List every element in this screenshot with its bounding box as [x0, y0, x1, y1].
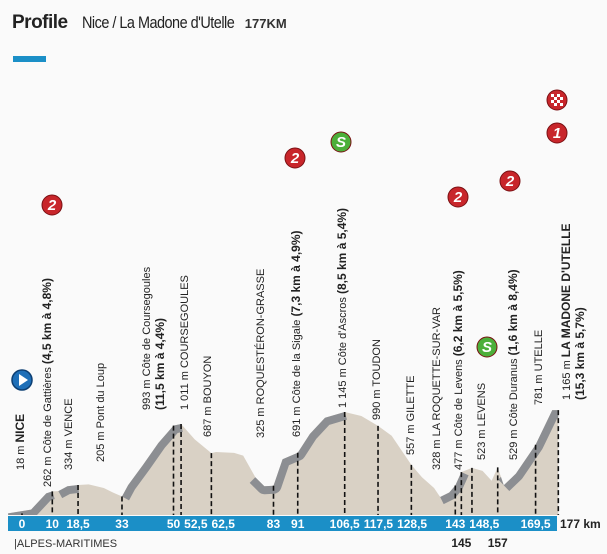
kom-category-1-icon-label: 1: [553, 125, 561, 142]
point-label-text: 334 m VENCE: [63, 398, 75, 470]
point-label: 325 m ROQUESTÉRON-GRASSE: [254, 269, 267, 438]
point-label-text: 477 m Côte de Levens: [453, 356, 465, 470]
point-label-bold: (6,2 km à 5,5%): [451, 270, 465, 356]
point-label: 557 m GILETTE: [405, 376, 417, 455]
checker-square: [551, 100, 554, 103]
axis-tick-label: 128,5: [397, 517, 427, 531]
sprint-icon: [330, 131, 352, 153]
axis-tick-label: 52,5: [184, 517, 208, 531]
axis-tick-label-bottom: 145: [451, 536, 471, 550]
checker-square: [551, 94, 554, 97]
point-label-text: 529 m Côte Duranus: [508, 355, 520, 460]
stage-name: Nice / La Madone d'Utelle: [81, 13, 235, 32]
point-label-bold: (1,6 km à 8,4%): [506, 269, 520, 355]
checker-square: [554, 97, 557, 100]
sprint-icon-label: S: [482, 339, 492, 356]
axis-tick-label: 143: [445, 517, 465, 531]
point-label-text: 18 m: [15, 442, 27, 470]
sprint-icon: [476, 336, 498, 358]
point-label: 1 145 m Côte d'Ascros (8,5 km à 5,4%): [335, 208, 349, 408]
point-label: 687 m BOUYON: [202, 356, 214, 437]
kom-category-2-icon-label: 2: [290, 150, 300, 167]
axis-tick-label: 148,5: [469, 517, 499, 531]
point-label: 529 m Côte Duranus (1,6 km à 8,4%): [506, 269, 520, 460]
distance-axis-bar: [8, 516, 557, 531]
point-label-text: 205 m Pont du Loup: [95, 363, 107, 462]
point-label-text: 523 m LEVENS: [476, 383, 488, 460]
point-label-climb-details: (11,5 km à 4,4%): [153, 318, 167, 410]
checker-square: [557, 100, 560, 103]
point-label: 993 m Côte de Coursegoules(11,5 km à 4,4…: [141, 266, 167, 410]
point-label-bold: (7,3 km à 4,9%): [289, 230, 303, 316]
title-underline: [13, 56, 46, 62]
point-label-text: 687 m BOUYON: [202, 356, 214, 437]
kom-category-1-icon: [546, 122, 568, 144]
point-label-text: 993 m Côte de Coursegoules: [141, 266, 153, 410]
sprint-icon-label: S: [336, 134, 346, 151]
point-label: 523 m LEVENS: [476, 383, 488, 460]
point-label: 334 m VENCE: [63, 398, 75, 470]
axis-end-label: 177 km: [560, 517, 601, 531]
point-label-text: 1 145 m Côte d'Ascros: [337, 294, 349, 408]
point-label: 781 m UTELLE: [533, 330, 545, 405]
point-label-text: 990 m TOUDON: [371, 339, 383, 420]
point-label: 1 011 m COURSEGOULES: [179, 275, 191, 410]
axis-tick-label: 106,5: [330, 517, 360, 531]
checker-square: [554, 103, 557, 106]
point-label: 18 m NICE: [13, 414, 27, 470]
play-icon: [19, 374, 28, 386]
point-label-bold: LA MADONE D'UTELLE: [559, 223, 573, 357]
stage-distance: 177KM: [244, 16, 287, 31]
point-label-climb-details: (15,3 km à 5,7%): [573, 307, 587, 400]
axis-tick-label: 33: [115, 517, 129, 531]
point-label-text: 328 m LA ROQUETTE-SUR-VAR: [431, 307, 443, 470]
point-label-text: 325 m ROQUESTÉRON-GRASSE: [254, 269, 267, 438]
climb-segment: [54, 476, 79, 499]
checker-square: [557, 94, 560, 97]
axis-tick-label: 10: [46, 517, 60, 531]
checker-square: [560, 103, 563, 106]
checker-square: [560, 97, 563, 100]
axis-tick-label: 91: [291, 517, 305, 531]
point-label: 262 m Côte de Gattières (4,5 km à 4,8%): [40, 278, 54, 487]
point-label-bold: (4,5 km à 4,8%): [40, 278, 54, 364]
point-label: 205 m Pont du Loup: [95, 363, 107, 462]
axis-tick-label: 18,5: [66, 517, 90, 531]
kom-category-2-icon: [41, 194, 63, 216]
point-label: 477 m Côte de Levens (6,2 km à 5,5%): [451, 270, 465, 470]
point-label-text: 1 011 m COURSEGOULES: [179, 275, 191, 410]
axis-tick-label: 0: [19, 517, 26, 531]
page-title: Profile: [12, 12, 68, 33]
kom-category-2-icon-label: 2: [47, 197, 57, 214]
kom-category-2-icon: [499, 170, 521, 192]
kom-category-2-icon-label: 2: [505, 173, 515, 190]
axis-tick-label: 169,5: [521, 517, 551, 531]
region-label: |ALPES-MARITIMES: [14, 538, 117, 550]
point-label: 990 m TOUDON: [371, 339, 383, 420]
header: Profile Nice / La Madone d'Utelle 177KM: [12, 12, 287, 34]
point-label-bold: NICE: [13, 414, 27, 443]
axis-tick-label: 117,5: [364, 517, 394, 531]
point-label-text: 557 m GILETTE: [405, 376, 417, 455]
point-label-text: 781 m UTELLE: [533, 330, 545, 405]
kom-category-2-icon: [284, 147, 306, 169]
point-label-text: 691 m Côte de la Sigale: [291, 317, 303, 437]
point-label-bold: (8,5 km à 5,4%): [335, 208, 349, 294]
kom-category-2-icon-label: 2: [453, 189, 463, 206]
point-label: 1 165 m LA MADONE D'UTELLE(15,3 km à 5,7…: [559, 223, 587, 400]
axis-tick-label: 50: [167, 517, 181, 531]
point-label: 691 m Côte de la Sigale (7,3 km à 4,9%): [289, 230, 303, 437]
point-label-text: 262 m Côte de Gattières: [42, 364, 54, 487]
point-label: 328 m LA ROQUETTE-SUR-VAR: [431, 307, 443, 470]
axis-tick-label: 83: [267, 517, 281, 531]
point-label-text: 1 165 m: [561, 357, 573, 400]
climb-segment: [436, 468, 469, 505]
kom-category-2-icon: [447, 186, 469, 208]
axis-tick-label: 62,5: [212, 517, 236, 531]
axis-tick-label-bottom: 157: [488, 536, 508, 550]
